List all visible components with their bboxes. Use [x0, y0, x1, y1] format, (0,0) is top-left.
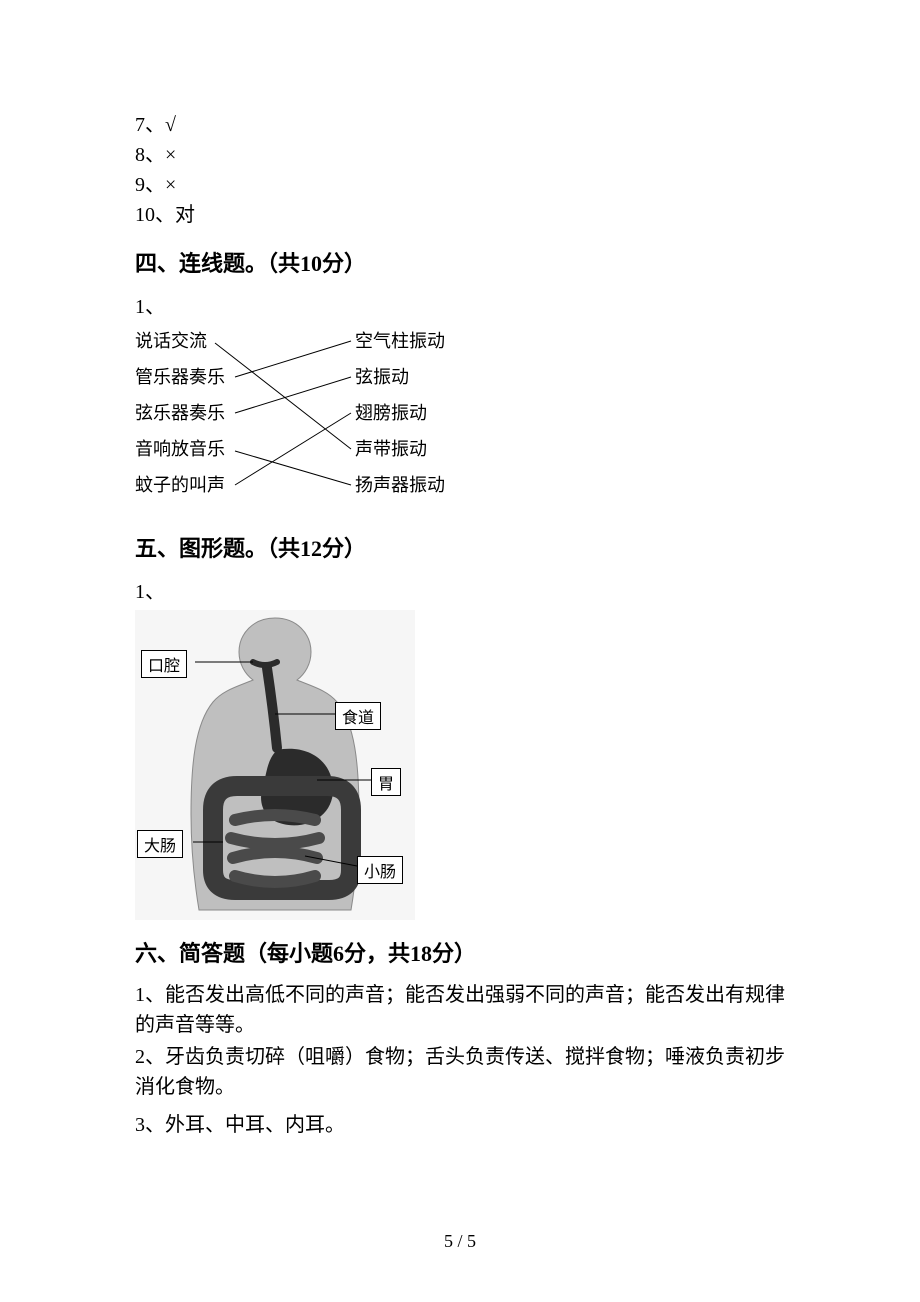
section5-title: 五、图形题。（共12分） — [135, 531, 785, 563]
match-right-0: 空气柱振动 — [355, 331, 445, 351]
match-line-0 — [215, 343, 351, 449]
match-line-1 — [235, 341, 351, 377]
page-footer: 5 / 5 — [0, 1231, 920, 1252]
answer-7: 7、√ — [135, 110, 785, 140]
match-left-2: 弦乐器奏乐 — [135, 403, 225, 423]
organ-mouth — [253, 662, 277, 665]
match-right-2: 翅膀振动 — [355, 403, 427, 423]
answer-9: 9、× — [135, 170, 785, 200]
match-left-0: 说话交流 — [135, 331, 207, 351]
section5-q1-num: 1、 — [135, 575, 785, 604]
matching-diagram: 说话交流 管乐器奏乐 弦乐器奏乐 音响放音乐 蚊子的叫声 空气柱振动 弦振动 翅… — [135, 325, 475, 515]
match-line-2 — [235, 377, 351, 413]
match-right-3: 声带振动 — [355, 439, 427, 459]
match-line-4 — [235, 413, 351, 485]
page: 7、√ 8、× 9、× 10、对 四、连线题。（共10分） 1、 说话交流 管乐… — [0, 0, 920, 1302]
section6-title: 六、简答题（每小题6分，共18分） — [135, 936, 785, 968]
match-right-4: 扬声器振动 — [355, 475, 445, 495]
match-right-1: 弦振动 — [355, 367, 409, 387]
answers-block: 7、√ 8、× 9、× 10、对 — [135, 110, 785, 230]
label-small-intestine: 小肠 — [357, 856, 403, 884]
match-line-3 — [235, 451, 351, 485]
match-left-4: 蚊子的叫声 — [135, 475, 225, 495]
section6-a3: 3、外耳、中耳、内耳。 — [135, 1110, 785, 1140]
label-mouth: 口腔 — [141, 650, 187, 678]
match-left-3: 音响放音乐 — [135, 439, 225, 459]
section4-title: 四、连线题。（共10分） — [135, 246, 785, 278]
label-large-intestine: 大肠 — [137, 830, 183, 858]
match-left-1: 管乐器奏乐 — [135, 367, 225, 387]
section6-a2: 2、牙齿负责切碎（咀嚼）食物；舌头负责传送、搅拌食物；唾液负责初步消化食物。 — [135, 1042, 785, 1102]
section4-q1-num: 1、 — [135, 290, 785, 319]
label-esophagus: 食道 — [335, 702, 381, 730]
section6-a1: 1、能否发出高低不同的声音；能否发出强弱不同的声音；能否发出有规律的声音等等。 — [135, 980, 785, 1040]
answer-10: 10、对 — [135, 200, 785, 230]
label-stomach: 胃 — [371, 768, 401, 796]
answer-8: 8、× — [135, 140, 785, 170]
anatomy-diagram: 口腔 食道 胃 小肠 大肠 — [135, 610, 415, 920]
